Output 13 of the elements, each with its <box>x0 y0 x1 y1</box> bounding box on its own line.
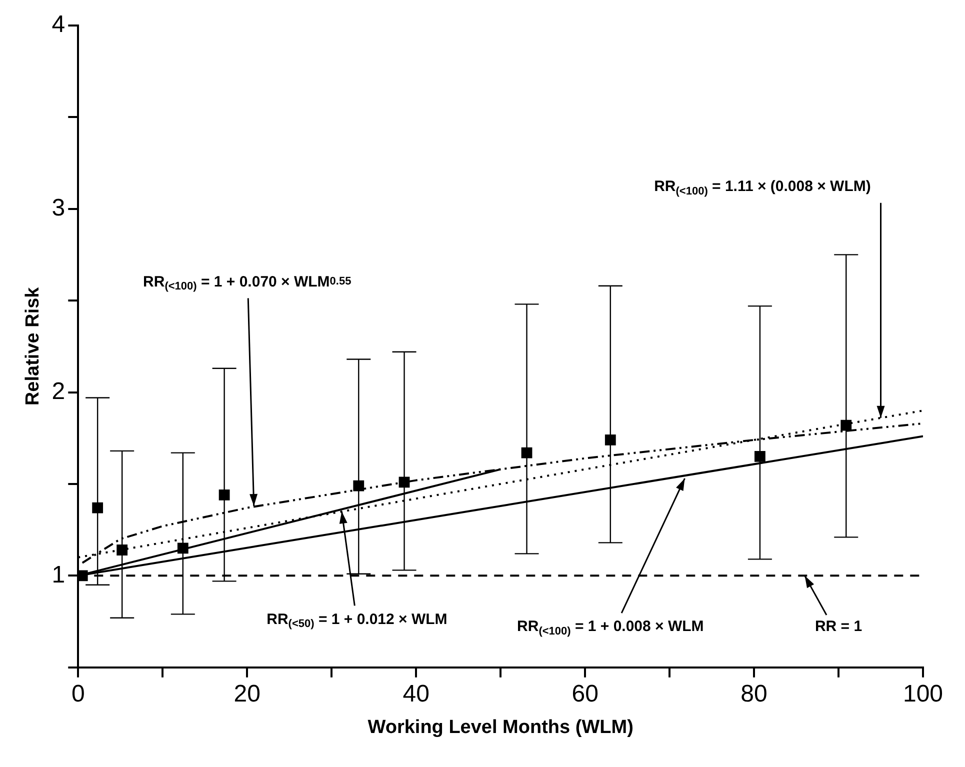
y-tick-label: 3 <box>52 194 66 222</box>
y-tick-label: 1 <box>52 561 66 588</box>
y-tick-label: 4 <box>52 11 66 38</box>
x-tick-label: 20 <box>234 680 260 708</box>
x-tick-label: 80 <box>740 680 768 708</box>
x-axis-title: Working Level Months (WLM) <box>368 716 634 738</box>
x-tick-label: 0 <box>71 680 85 708</box>
ref-line-label: RR = 1 <box>814 618 862 636</box>
x-tick-label: 100 <box>902 680 944 708</box>
x-tick-label: 60 <box>572 680 598 708</box>
y-tick-label: 2 <box>52 378 66 405</box>
x-tick-label: 40 <box>402 680 430 708</box>
y-axis-title: Relative Risk <box>22 286 44 406</box>
